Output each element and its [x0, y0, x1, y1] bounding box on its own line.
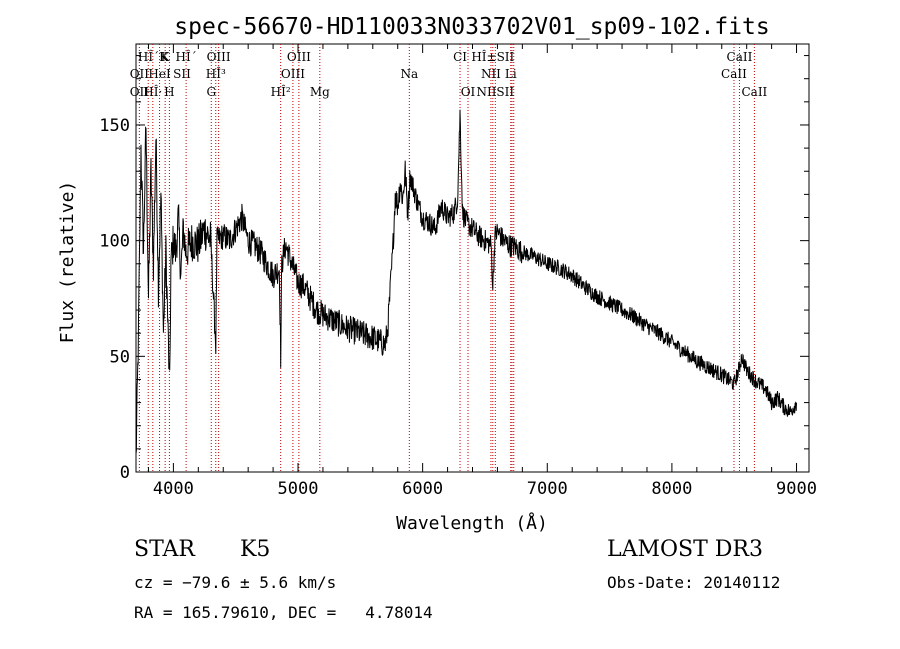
y-tick-label: 0 [120, 463, 130, 483]
marker-label: G [206, 85, 216, 99]
marker-label: Na [400, 67, 418, 81]
marker-label: OI [461, 85, 476, 99]
marker-label: CI [453, 50, 467, 64]
marker-label: OIII [287, 50, 311, 64]
object-class: STAR [134, 537, 195, 562]
plot-frame [135, 43, 810, 473]
marker-label: Li [505, 67, 517, 81]
chart-title: spec-56670-HD110033N033702V01_sp09-102.f… [174, 14, 769, 40]
marker-label: Mg [310, 85, 330, 99]
axis-ticks: 4000 5000 6000 7000 8000 9000 0 50 100 150 [99, 44, 817, 499]
x-tick-label: 4000 [153, 479, 194, 499]
y-axis-label: Flux (relative) [57, 181, 78, 344]
marker-label: CaII [727, 50, 753, 64]
marker-label: OII [130, 67, 150, 81]
marker-label: NIISII [476, 85, 514, 99]
x-tick-label: 5000 [278, 479, 319, 499]
y-tick-label: 100 [99, 232, 130, 252]
series-group [135, 109, 797, 455]
coordinates-readout: RA = 165.79610, DEC = 4.78014 [134, 603, 433, 622]
object-subclass: K5 [240, 537, 271, 562]
survey-label: LAMOST DR3 [607, 537, 763, 562]
marker-label: OII [130, 85, 150, 99]
marker-label: HÎ³ [206, 66, 226, 81]
marker-label: OIII [207, 50, 231, 64]
redshift-readout: cz = −79.6 ± 5.6 km/s [134, 573, 337, 592]
y-tick-label: 50 [110, 347, 130, 367]
marker-label: K [161, 50, 171, 64]
x-tick-label: 6000 [402, 479, 443, 499]
marker-label: SII [173, 67, 191, 81]
marker-label: HÎ±SII [471, 49, 514, 64]
marker-label: H [164, 85, 174, 99]
x-tick-label: 8000 [651, 479, 692, 499]
x-tick-label: 7000 [527, 479, 568, 499]
marker-label: OIII [281, 67, 305, 81]
x-tick-label: 9000 [776, 479, 817, 499]
spectrum-line [135, 109, 797, 455]
x-axis-label: Wavelength (Å) [396, 512, 548, 534]
marker-label: HÎ´K [138, 49, 169, 64]
marker-label: HÎ· [143, 84, 162, 99]
marker-label: HÎ² [271, 84, 291, 99]
y-tick-label: 150 [99, 116, 130, 136]
obs-date: Obs-Date: 20140112 [607, 573, 781, 592]
marker-label: CaII [741, 85, 767, 99]
marker-label: HÎ´ [175, 49, 196, 64]
marker-label: CaII [721, 67, 747, 81]
marker-label: HeI [148, 67, 171, 81]
marker-label: NII [481, 67, 501, 81]
